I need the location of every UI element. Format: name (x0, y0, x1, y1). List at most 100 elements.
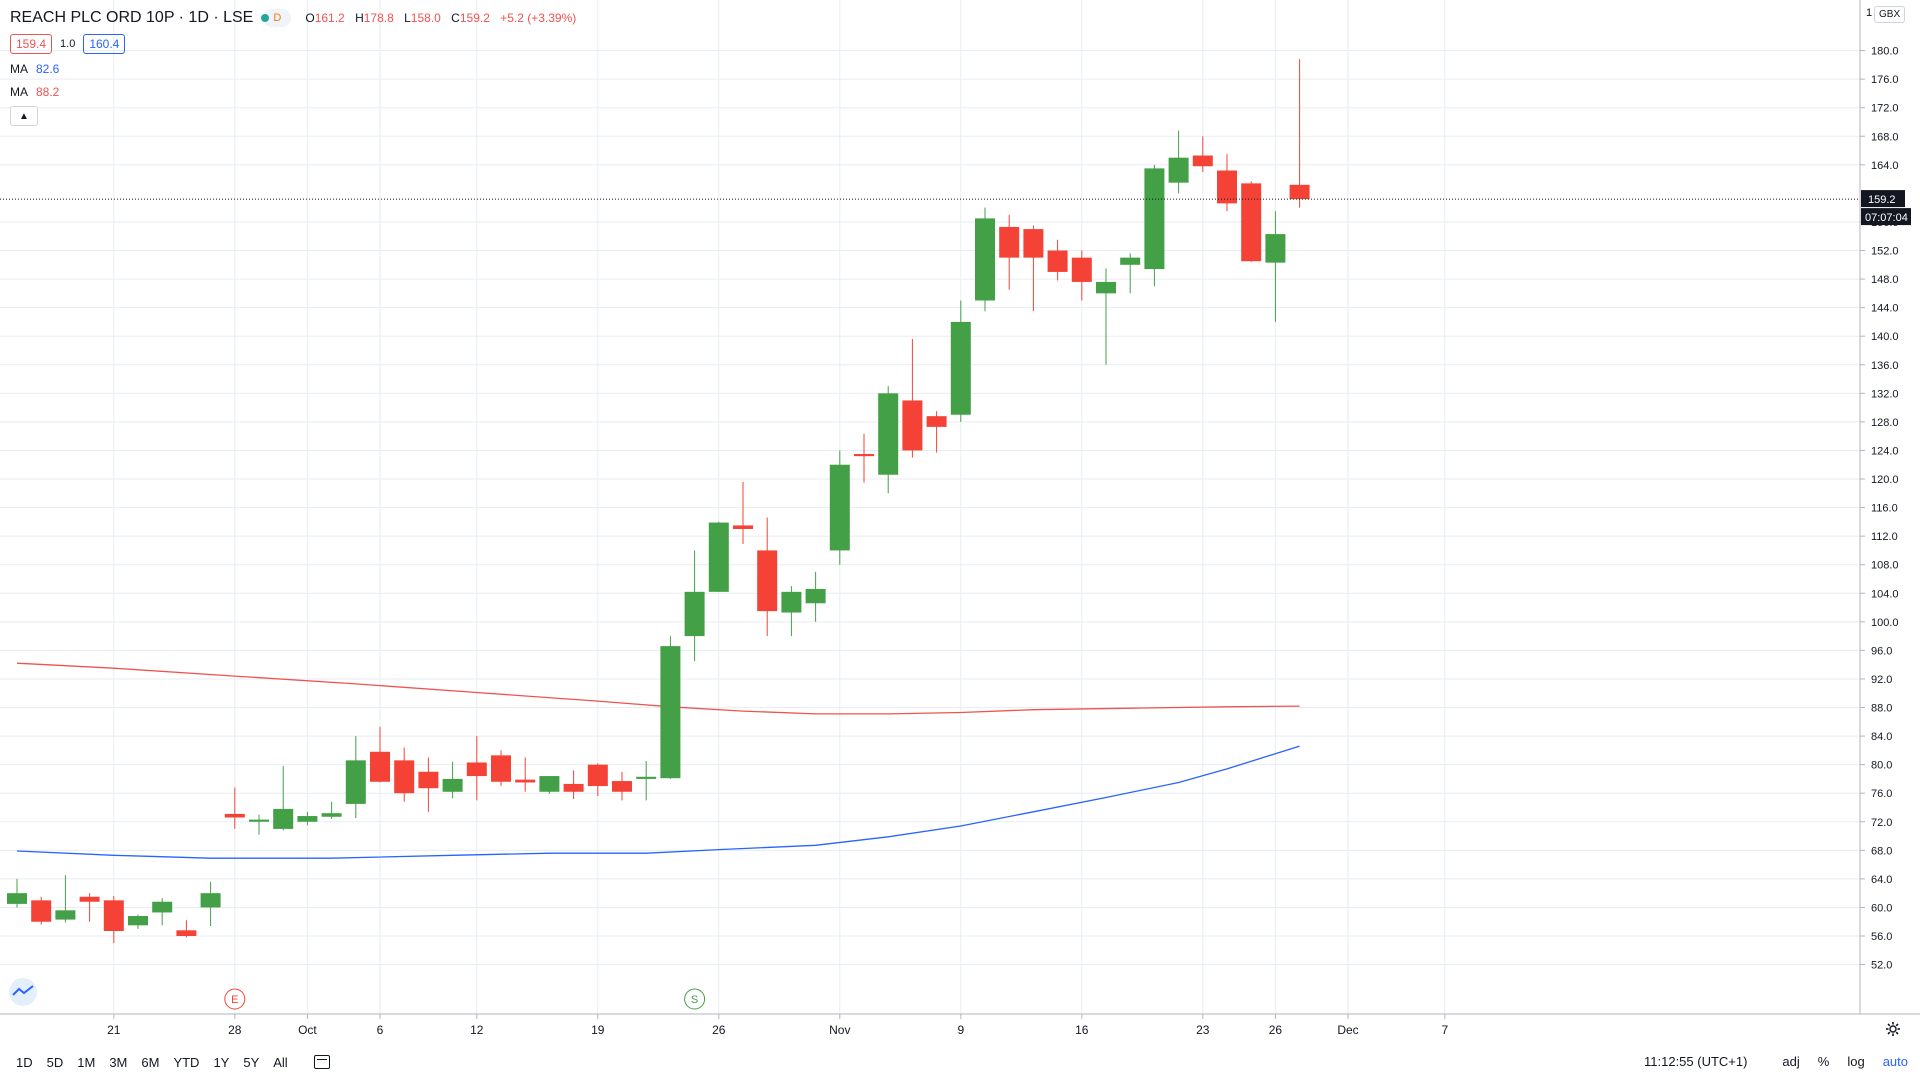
price-tick-label: 116.0 (1871, 503, 1898, 515)
range-ytd-button[interactable]: YTD (173, 1054, 200, 1070)
range-6m-button[interactable]: 6M (141, 1054, 160, 1070)
ma-fast-legend[interactable]: MA 82.6 (10, 62, 60, 76)
log-scale-toggle[interactable]: log (1847, 1054, 1865, 1069)
range-1d-button[interactable]: 1D (16, 1054, 33, 1070)
price-tick-label: 144.0 (1871, 303, 1899, 315)
logo-mark (12, 985, 34, 996)
candle-down (1071, 257, 1092, 282)
candle-down (926, 416, 947, 427)
candle-up (321, 813, 342, 817)
event-marker-label: E (231, 994, 238, 1006)
clock-readout[interactable]: 11:12:55 (UTC+1) (1644, 1054, 1748, 1069)
time-tick-label: 9 (957, 1023, 964, 1037)
candle-up (636, 776, 657, 779)
time-tick-label: 26 (1269, 1023, 1283, 1037)
time-tick-label: 16 (1075, 1023, 1089, 1037)
price-tick-label: 124.0 (1871, 445, 1899, 457)
candle-down (491, 755, 511, 782)
auto-scale-toggle[interactable]: auto (1882, 1054, 1908, 1069)
candle-up (805, 588, 826, 604)
chart-legend: REACH PLC ORD 10P · 1D · LSE D O161.2 H1… (10, 8, 583, 126)
collapse-legend-button[interactable]: ▲ (10, 106, 38, 126)
time-tick-label: 26 (712, 1023, 726, 1037)
price-tick-label: 180.0 (1871, 46, 1899, 58)
range-1m-button[interactable]: 1M (77, 1054, 96, 1070)
price-tick-label: 148.0 (1871, 274, 1899, 286)
price-tick-label: 60.0 (1871, 902, 1892, 914)
currency-badge[interactable]: GBX (1874, 6, 1906, 23)
gear-icon[interactable] (1885, 1021, 1901, 1037)
candle-up (878, 393, 899, 475)
candle-up (273, 808, 294, 829)
time-tick-label: Nov (829, 1023, 850, 1037)
market-status-badge[interactable]: D (261, 9, 292, 27)
time-tick-label: 28 (228, 1023, 242, 1037)
ask-price[interactable]: 160.4 (83, 34, 126, 54)
candle-down (902, 400, 923, 451)
price-tick-label: 1 (1866, 7, 1872, 19)
bottom-toolbar: 1D 5D 1M 3M 6M YTD 1Y 5Y All 11:12:55 (U… (0, 1044, 1920, 1080)
candle-down (587, 764, 608, 787)
candle-up (55, 910, 76, 920)
candle-up (1096, 281, 1116, 294)
ma-fast-line (16, 745, 1300, 859)
candle-down (563, 783, 584, 792)
candle-down (176, 930, 197, 937)
range-all-button[interactable]: All (273, 1054, 288, 1070)
candle-up (249, 819, 269, 822)
candle-up (345, 760, 366, 804)
time-tick-label: 12 (470, 1023, 484, 1037)
ma-slow-legend[interactable]: MA 88.2 (10, 85, 60, 99)
calendar-icon[interactable] (313, 1055, 330, 1069)
bid-price[interactable]: 159.4 (10, 34, 53, 54)
candle-up (1120, 257, 1141, 265)
candle-up (781, 591, 802, 613)
candle-up (1144, 168, 1165, 270)
price-tick-label: 152.0 (1871, 246, 1899, 258)
symbol-title[interactable]: REACH PLC ORD 10P · 1D · LSE (10, 9, 254, 26)
candle-down (79, 896, 100, 902)
range-5y-button[interactable]: 5Y (243, 1054, 260, 1070)
candle-down (1023, 229, 1044, 258)
price-tick-label: 76.0 (1871, 788, 1892, 800)
price-tick-label: 72.0 (1871, 817, 1892, 829)
candle-up (128, 916, 148, 926)
event-marker-label: S (691, 994, 698, 1006)
candle-down (999, 226, 1020, 258)
range-3m-button[interactable]: 3M (109, 1054, 128, 1070)
price-tick-label: 176.0 (1871, 74, 1899, 86)
price-tick-label: 84.0 (1871, 731, 1892, 743)
time-tick-label: Oct (298, 1023, 317, 1037)
change-value: +5.2 (+3.39%) (500, 11, 577, 25)
ma-slow-line (16, 662, 1300, 715)
event-marker (224, 988, 246, 1010)
candle-down (733, 525, 753, 529)
event-marker (684, 988, 706, 1010)
price-tick-label: 164.0 (1871, 160, 1899, 172)
candle-up (539, 776, 560, 792)
candle-down (515, 779, 536, 783)
chevron-up-icon: ▲ (19, 110, 29, 122)
candle-down (394, 760, 415, 794)
time-tick-label: 19 (591, 1023, 605, 1037)
candle-down (103, 900, 124, 932)
price-chart[interactable]: 52.0 56.0 60.0 64.0 68.0 72.0 76.0 80.0 84.0 88.0… (0, 0, 1920, 1044)
adj-toggle[interactable]: adj (1782, 1054, 1800, 1069)
price-tick-label: 104.0 (1871, 588, 1899, 600)
candle-up (829, 464, 850, 551)
price-tick-label: 68.0 (1871, 845, 1892, 857)
time-tick-label: 23 (1196, 1023, 1210, 1037)
candle-down (1192, 155, 1213, 167)
candle-up (442, 778, 463, 792)
range-5d-button[interactable]: 5D (46, 1054, 64, 1070)
price-tick-label: 112.0 (1871, 531, 1898, 543)
spread-value: 1.0 (60, 38, 76, 50)
candle-down (854, 454, 874, 457)
price-tick-label: 100.0 (1871, 617, 1899, 629)
range-1y-button[interactable]: 1Y (213, 1054, 230, 1070)
candle-down (1289, 184, 1310, 200)
percent-scale-toggle[interactable]: % (1817, 1054, 1830, 1069)
candle-down (466, 762, 487, 777)
price-tick-label: 128.0 (1871, 417, 1899, 429)
